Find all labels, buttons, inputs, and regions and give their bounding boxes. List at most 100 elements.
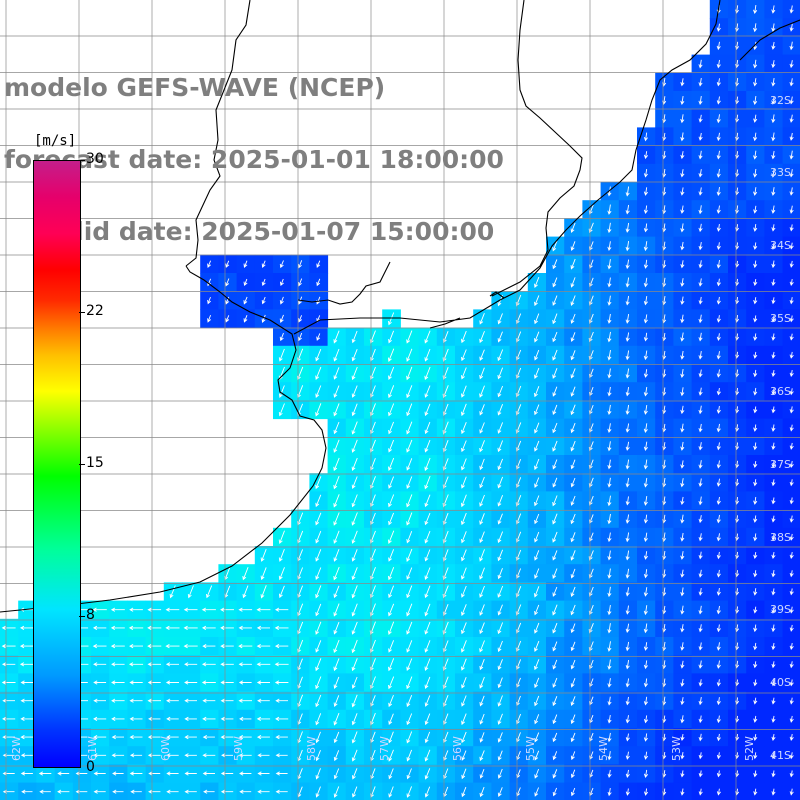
wind-arrow xyxy=(388,476,395,489)
wind-arrow xyxy=(716,41,721,51)
wind-arrow xyxy=(533,386,540,398)
wind-arrow xyxy=(716,478,721,487)
wind-arrow xyxy=(698,169,703,178)
wind-arrow xyxy=(20,753,33,758)
wind-arrow xyxy=(148,771,161,776)
wind-arrow xyxy=(479,458,485,471)
wind-arrow xyxy=(570,386,576,397)
lat-label: 32S xyxy=(770,94,791,107)
wind-arrow xyxy=(239,789,252,794)
wind-arrow xyxy=(184,698,197,703)
wind-arrow xyxy=(680,788,685,796)
wind-arrow xyxy=(279,332,284,342)
wind-arrow xyxy=(570,532,576,543)
wind-arrow xyxy=(698,332,703,342)
wind-arrow xyxy=(460,367,467,380)
wind-arrow xyxy=(333,330,340,344)
wind-arrow xyxy=(278,385,285,398)
wind-arrow xyxy=(497,622,504,635)
lon-label: 56W xyxy=(450,736,464,761)
wind-arrow xyxy=(497,604,503,616)
wind-arrow xyxy=(479,440,485,453)
wind-arrow xyxy=(424,366,431,381)
wind-arrow xyxy=(442,658,449,671)
wind-arrow xyxy=(771,242,776,250)
wind-arrow xyxy=(406,621,413,635)
wind-arrow xyxy=(771,461,776,469)
wind-arrow xyxy=(406,731,413,744)
wind-arrow xyxy=(278,530,285,544)
wind-arrow xyxy=(643,514,648,524)
wind-arrow xyxy=(570,586,576,597)
wind-arrow xyxy=(406,603,413,617)
wind-arrow xyxy=(279,314,284,323)
wind-arrow xyxy=(315,621,322,635)
wind-arrow xyxy=(201,625,216,630)
wind-arrow xyxy=(716,770,721,778)
wind-arrow xyxy=(716,242,721,251)
wind-arrow xyxy=(570,477,576,488)
wind-arrow xyxy=(315,476,322,490)
wind-arrow xyxy=(534,440,540,452)
wind-arrow xyxy=(461,622,467,635)
wind-arrow xyxy=(534,604,540,616)
wind-arrow xyxy=(238,644,253,649)
wind-arrow xyxy=(261,296,266,305)
wind-arrow xyxy=(424,475,431,490)
wind-arrow xyxy=(460,403,467,417)
wind-arrow xyxy=(789,752,794,760)
wind-arrow xyxy=(771,388,776,396)
map-title-block: modelo GEFS-WAVE (NCEP) forecast date: 2… xyxy=(4,28,504,268)
wind-arrow xyxy=(552,240,558,252)
wind-arrow xyxy=(260,567,267,581)
wind-arrow xyxy=(406,585,413,599)
wind-arrow xyxy=(698,278,703,287)
wind-arrow xyxy=(607,696,612,706)
wind-arrow xyxy=(275,753,288,758)
wind-arrow xyxy=(256,735,270,740)
wind-arrow xyxy=(260,585,267,599)
wind-arrow xyxy=(333,603,340,617)
wind-arrow xyxy=(680,314,685,324)
wind-arrow xyxy=(166,716,179,721)
wind-arrow xyxy=(497,695,503,707)
wind-arrow xyxy=(534,550,540,561)
lon-label: 59W xyxy=(231,736,245,761)
wind-arrow xyxy=(680,697,685,706)
wind-arrow xyxy=(315,694,322,708)
wind-arrow xyxy=(461,422,467,435)
wind-arrow xyxy=(607,222,612,234)
wind-arrow xyxy=(534,276,540,288)
wind-arrow xyxy=(698,296,703,305)
wind-arrow xyxy=(315,603,322,617)
wind-arrow xyxy=(20,735,34,740)
wind-arrow xyxy=(698,96,703,106)
colorbar-tick-8: 8 xyxy=(86,607,95,623)
wind-arrow xyxy=(698,460,703,469)
wind-arrow xyxy=(406,531,413,544)
wind-arrow xyxy=(716,569,721,578)
wind-arrow xyxy=(461,768,467,780)
wind-arrow xyxy=(479,750,485,762)
wind-arrow xyxy=(643,660,648,670)
wind-arrow xyxy=(552,495,558,507)
wind-arrow xyxy=(424,403,431,417)
wind-arrow xyxy=(698,569,703,578)
wind-arrow xyxy=(771,752,776,760)
wind-arrow xyxy=(716,351,721,360)
wind-arrow xyxy=(625,477,630,488)
wind-arrow xyxy=(479,695,485,707)
wind-arrow xyxy=(570,678,576,688)
wind-arrow xyxy=(220,698,234,703)
wind-arrow xyxy=(461,604,467,616)
lat-label: 34S xyxy=(770,239,791,252)
wind-arrow xyxy=(129,771,143,776)
wind-arrow xyxy=(333,585,340,599)
wind-arrow xyxy=(716,388,721,396)
wind-arrow xyxy=(424,621,431,635)
wind-arrow xyxy=(643,314,648,324)
wind-arrow xyxy=(552,641,558,652)
wind-arrow xyxy=(128,625,144,630)
wind-arrow xyxy=(680,223,685,233)
wind-arrow xyxy=(716,460,721,469)
